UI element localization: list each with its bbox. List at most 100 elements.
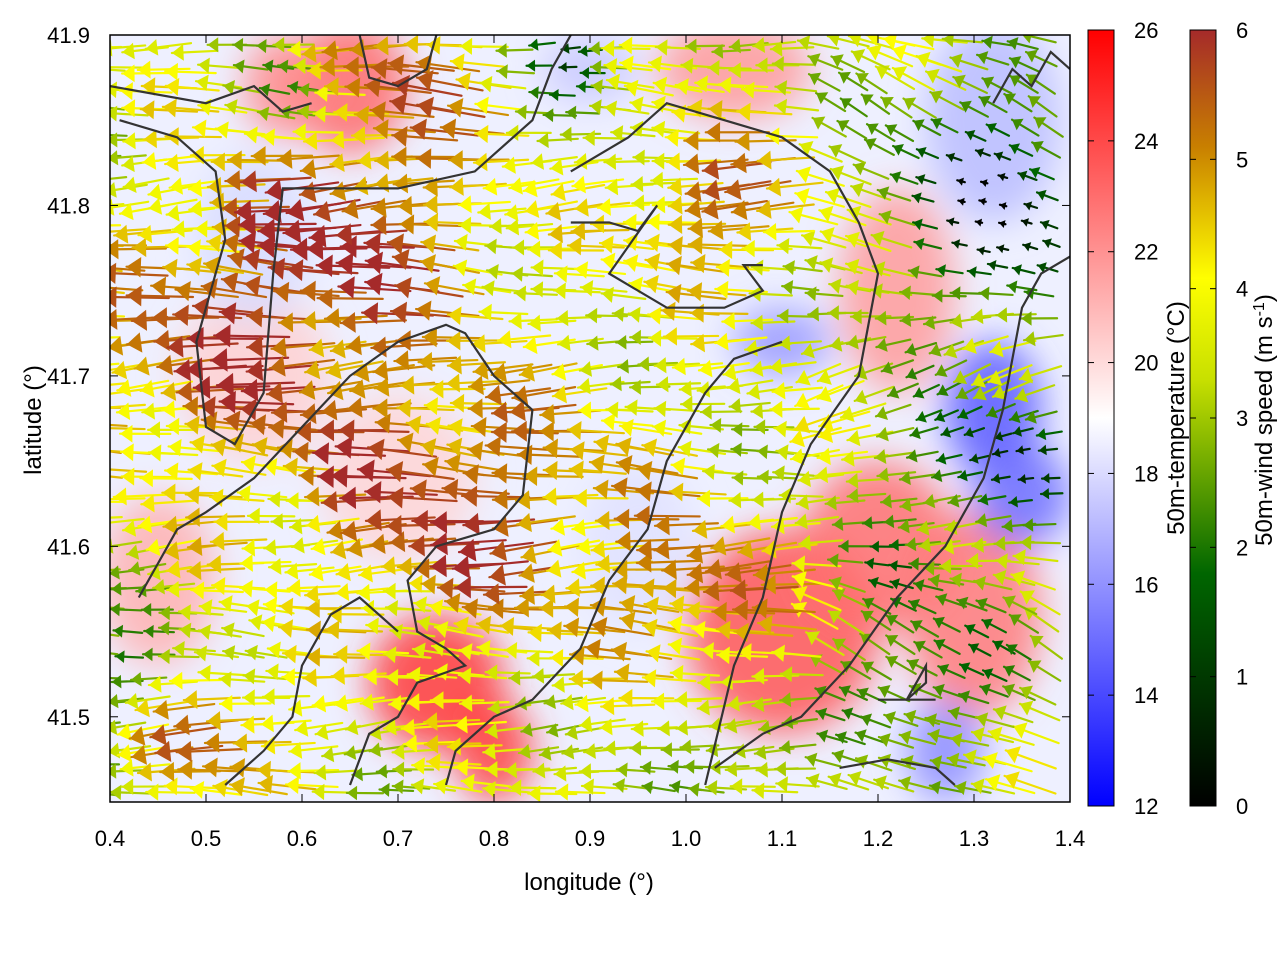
wind-arrow — [704, 122, 770, 143]
wind-arrow — [110, 427, 146, 431]
wind-arrow — [261, 688, 311, 706]
wind-arrow — [528, 38, 556, 51]
wind-arrow — [572, 488, 629, 508]
wind-arrow — [305, 647, 366, 667]
wind-arrow — [934, 409, 959, 423]
wind-arrow — [579, 280, 628, 297]
wind-arrow — [873, 775, 915, 793]
wind-arrow — [110, 228, 148, 233]
wind-arrow — [876, 186, 912, 202]
wind-arrow — [922, 560, 962, 576]
wind-arrow — [613, 663, 674, 683]
colorbar-tick-label: 20 — [1134, 351, 1158, 376]
wind-arrow — [940, 426, 965, 438]
wind-arrow — [110, 198, 150, 216]
wind-arrow — [110, 793, 119, 797]
wind-arrow — [552, 282, 601, 300]
wind-arrow — [993, 431, 1013, 442]
wind-vector-field — [110, 35, 1064, 802]
wind-arrow — [782, 260, 823, 276]
wind-arrow — [578, 763, 624, 780]
wind-arrow — [777, 335, 822, 352]
wind-arrow — [979, 683, 1009, 698]
wind-arrow — [837, 71, 869, 92]
wind-arrow — [816, 447, 869, 466]
wind-arrow — [874, 403, 912, 421]
wind-arrow — [333, 645, 391, 664]
wind-arrow — [828, 576, 866, 593]
wind-arrow — [1008, 613, 1039, 634]
wind-arrow — [149, 724, 218, 746]
wind-arrow — [415, 54, 481, 75]
wind-arrow — [474, 96, 527, 115]
wind-arrow — [375, 764, 413, 779]
wind-arrow — [415, 300, 480, 321]
wind-arrow — [190, 581, 244, 600]
wind-arrow — [699, 404, 743, 420]
wind-arrow — [662, 327, 720, 346]
wind-arrow — [392, 761, 435, 778]
wind-arrow — [448, 177, 507, 196]
wind-arrow — [162, 258, 222, 278]
wind-arrow — [174, 281, 239, 302]
wind-arrow — [356, 642, 410, 661]
wind-arrow — [505, 218, 554, 236]
wind-arrow — [691, 519, 751, 539]
wind-arrow — [457, 195, 511, 214]
wind-arrow — [550, 518, 603, 536]
wind-arrow — [482, 743, 531, 760]
wind-arrow — [112, 624, 144, 638]
wind-arrow — [958, 690, 990, 705]
wind-arrow — [635, 481, 701, 502]
wind-arrow — [213, 324, 291, 348]
wind-arrow — [752, 37, 797, 53]
wind-arrow — [924, 713, 962, 728]
wind-arrow — [726, 377, 774, 395]
wind-arrow — [366, 438, 438, 461]
wind-arrow — [345, 785, 385, 801]
wind-arrow — [1035, 189, 1059, 202]
wind-arrow — [400, 718, 455, 737]
wind-arrow — [674, 78, 725, 96]
wind-arrow — [791, 555, 842, 573]
wind-arrow — [324, 620, 384, 640]
wind-arrow — [679, 396, 726, 413]
wind-arrow — [382, 582, 432, 600]
wind-arrow — [992, 569, 1036, 587]
wind-arrow — [884, 124, 915, 143]
wind-arrow — [882, 514, 917, 529]
wind-arrow — [1042, 238, 1061, 249]
wind-arrow — [651, 120, 701, 138]
contour-line — [992, 50, 1070, 104]
temperature-colorbar: 12 14 16 18 20 22 24 26 50m-temperature (°C) — [1087, 18, 1190, 819]
wind-arrow — [839, 402, 887, 422]
wind-arrow — [1027, 660, 1062, 682]
wind-arrow — [615, 437, 675, 457]
wind-arrow — [623, 254, 677, 272]
wind-arrow — [197, 624, 242, 640]
wind-arrow — [426, 753, 482, 772]
wind-arrow — [114, 650, 145, 664]
wind-arrow — [530, 153, 578, 170]
wind-arrow — [910, 620, 940, 638]
wind-speed-colorbar: 0 1 2 3 4 5 6 50m-wind speed (m s-1) — [1189, 18, 1278, 819]
wind-arrow — [717, 76, 769, 94]
wind-arrow — [1039, 488, 1064, 500]
wind-arrow — [726, 695, 772, 712]
wind-arrow — [573, 261, 627, 279]
wind-arrow — [771, 382, 823, 400]
wind-arrow — [458, 643, 509, 661]
wind-arrow — [222, 79, 263, 95]
wind-arrow — [472, 152, 530, 172]
wind-arrow — [669, 664, 721, 683]
wind-arrow — [110, 500, 126, 504]
wind-arrow — [935, 264, 964, 277]
wind-arrow — [543, 694, 583, 710]
wind-arrow — [707, 220, 770, 240]
wind-arrow — [522, 179, 575, 198]
wind-arrow — [867, 576, 894, 589]
wind-arrow — [774, 761, 817, 777]
wind-arrow — [877, 733, 915, 749]
wind-arrow — [714, 332, 768, 351]
wind-arrow — [736, 222, 794, 241]
